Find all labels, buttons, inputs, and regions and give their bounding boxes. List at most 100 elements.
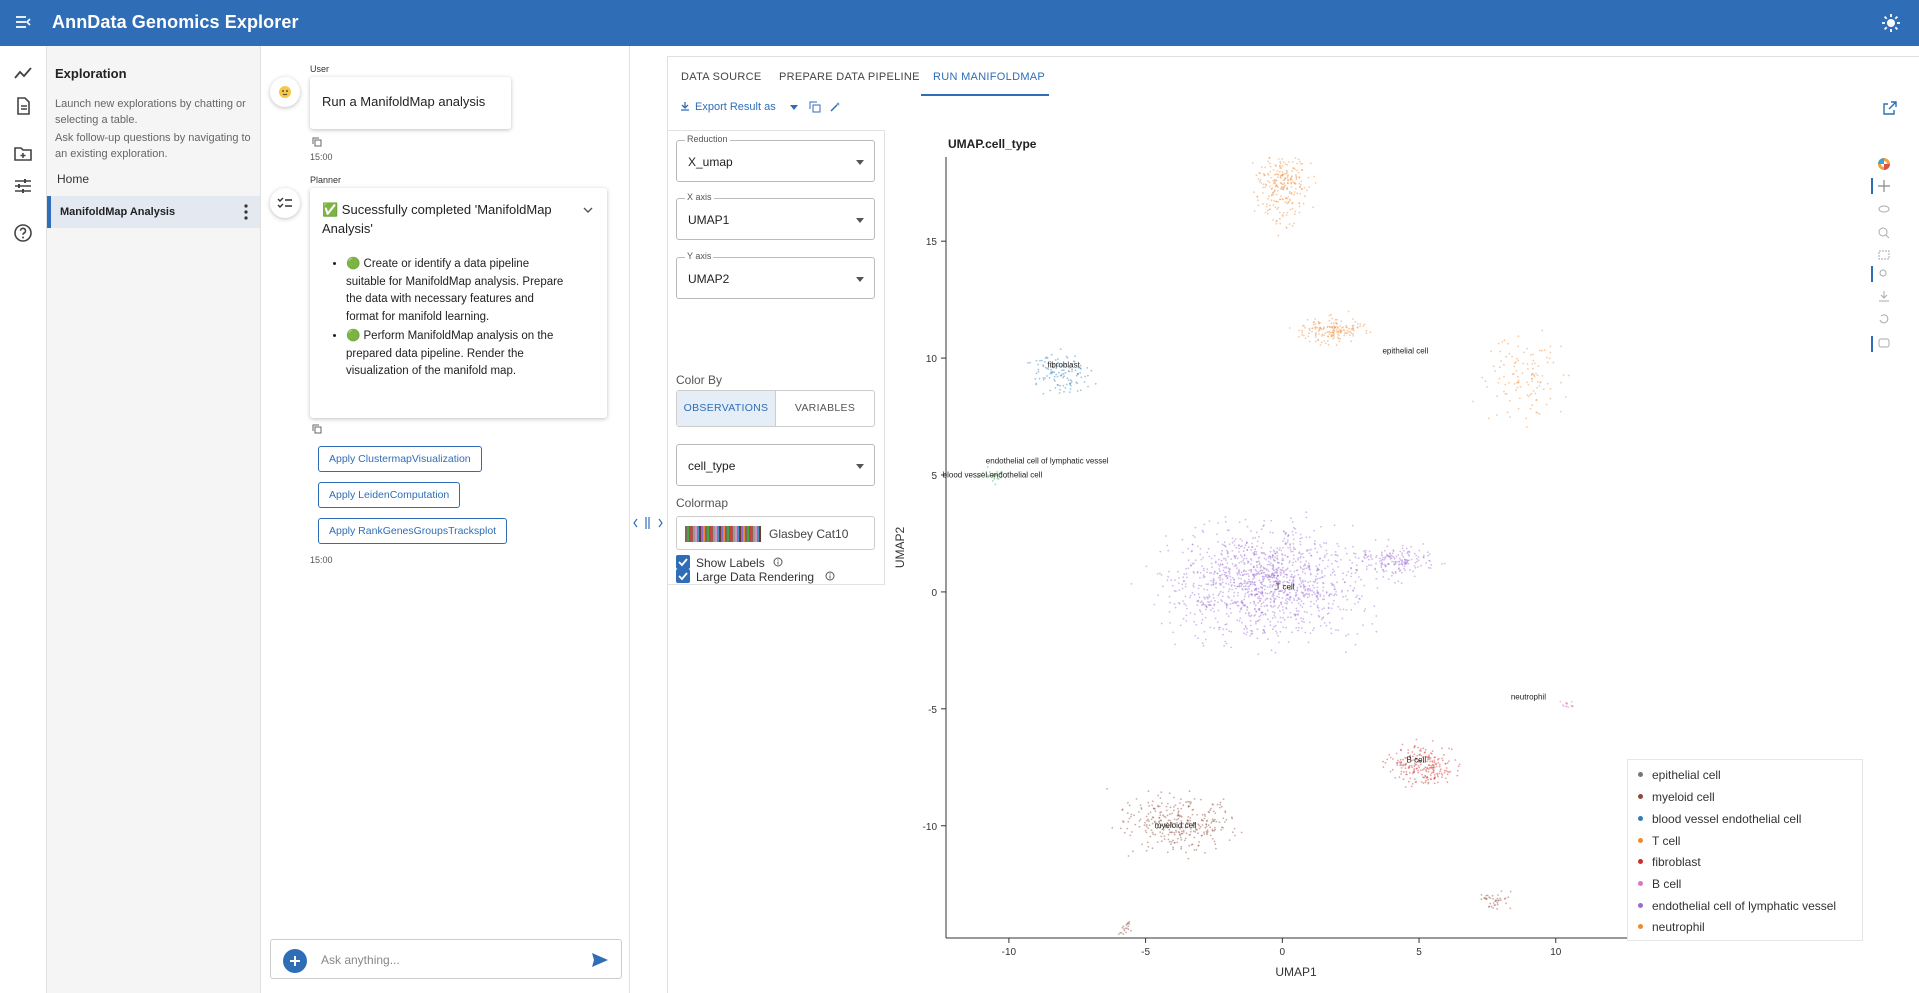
data-point bbox=[1075, 374, 1078, 377]
data-point bbox=[1282, 173, 1285, 176]
sidebar-item-manifoldmap[interactable]: ManifoldMap Analysis bbox=[47, 196, 260, 228]
chevron-down-icon[interactable] bbox=[583, 206, 593, 214]
legend-item[interactable]: myeloid cell bbox=[1638, 787, 1715, 807]
tab-run-manifoldmap[interactable]: RUN MANIFOLDMAP bbox=[933, 71, 1046, 83]
data-point bbox=[1404, 561, 1407, 564]
data-point bbox=[1260, 551, 1263, 554]
panel-resize-handle[interactable] bbox=[632, 516, 664, 530]
box-select-icon[interactable] bbox=[1878, 250, 1890, 260]
color-field-select[interactable]: cell_type bbox=[676, 444, 875, 486]
data-point bbox=[1251, 162, 1254, 164]
y-axis-select[interactable]: Y axis UMAP2 bbox=[676, 251, 875, 299]
data-point bbox=[1207, 824, 1210, 827]
data-point bbox=[1325, 549, 1328, 552]
lasso-icon[interactable] bbox=[1878, 205, 1890, 213]
data-point bbox=[1277, 158, 1280, 160]
data-point bbox=[1305, 536, 1308, 539]
show-labels-checkbox[interactable] bbox=[676, 555, 690, 569]
data-point bbox=[1170, 840, 1173, 843]
bokeh-logo-icon[interactable] bbox=[1878, 158, 1890, 170]
data-point bbox=[1284, 197, 1287, 200]
zoom-icon[interactable] bbox=[1878, 227, 1890, 239]
legend-item[interactable]: T cell bbox=[1638, 831, 1680, 851]
data-point bbox=[1187, 800, 1189, 803]
data-point bbox=[1446, 781, 1449, 784]
data-point bbox=[1180, 825, 1182, 827]
data-point bbox=[1240, 831, 1243, 834]
tab-data-source[interactable]: DATA SOURCE bbox=[681, 71, 762, 83]
data-point bbox=[1498, 899, 1500, 902]
color-by-observations[interactable]: OBSERVATIONS bbox=[677, 391, 776, 426]
data-point bbox=[1203, 831, 1205, 834]
export-dropdown-icon[interactable] bbox=[790, 105, 798, 111]
legend-item[interactable]: neutrophil bbox=[1638, 917, 1705, 937]
data-point bbox=[1295, 626, 1298, 629]
help-icon[interactable] bbox=[13, 223, 33, 243]
apply-leiden-button[interactable]: Apply LeidenComputation bbox=[318, 482, 461, 508]
data-point bbox=[1356, 323, 1359, 325]
data-point bbox=[1279, 187, 1282, 190]
data-point bbox=[1313, 542, 1316, 545]
sidebar-item-home[interactable]: Home bbox=[57, 172, 90, 186]
folder-add-icon[interactable] bbox=[13, 143, 33, 163]
data-point bbox=[1362, 325, 1365, 327]
data-point bbox=[1285, 576, 1288, 579]
data-point bbox=[1262, 629, 1265, 631]
theme-toggle-icon[interactable] bbox=[1881, 13, 1901, 33]
copy-icon[interactable] bbox=[312, 137, 322, 147]
data-point bbox=[1076, 382, 1079, 385]
add-button[interactable] bbox=[283, 949, 307, 973]
info-icon[interactable] bbox=[825, 571, 835, 581]
open-external-icon[interactable] bbox=[1882, 100, 1898, 116]
apply-rankgenes-button[interactable]: Apply RankGenesGroupsTracksplot bbox=[318, 518, 508, 544]
reset-icon[interactable] bbox=[1879, 314, 1889, 324]
chat-input[interactable]: Ask anything... bbox=[270, 939, 622, 979]
data-point bbox=[1571, 705, 1573, 708]
pan-icon[interactable] bbox=[1871, 178, 1890, 194]
legend-item[interactable]: B cell bbox=[1638, 874, 1681, 894]
data-point bbox=[1414, 764, 1417, 766]
data-point bbox=[1169, 806, 1172, 809]
color-by-variables[interactable]: VARIABLES bbox=[794, 402, 856, 414]
document-icon[interactable] bbox=[13, 96, 33, 116]
x-axis-select[interactable]: X axis UMAP1 bbox=[676, 192, 875, 240]
magic-wand-icon[interactable] bbox=[829, 101, 841, 113]
save-icon[interactable] bbox=[1879, 291, 1889, 302]
data-point bbox=[1279, 568, 1282, 571]
more-vertical-icon[interactable] bbox=[244, 204, 248, 220]
legend-item[interactable]: fibroblast bbox=[1638, 852, 1701, 872]
data-point bbox=[1197, 844, 1200, 847]
data-point bbox=[1228, 543, 1231, 546]
data-point bbox=[1123, 928, 1125, 930]
data-point bbox=[1314, 333, 1317, 335]
colormap-select[interactable]: Glasbey Cat10 bbox=[676, 516, 875, 550]
legend-item[interactable]: endothelial cell of lymphatic vessel bbox=[1638, 896, 1836, 916]
hover-icon[interactable] bbox=[1871, 266, 1887, 282]
legend-item[interactable]: blood vessel endothelial cell bbox=[1638, 809, 1801, 829]
data-point bbox=[1364, 549, 1367, 552]
data-point bbox=[1184, 604, 1187, 607]
data-point bbox=[1261, 590, 1264, 593]
hover-tooltip-icon[interactable] bbox=[1871, 336, 1890, 352]
data-point bbox=[1299, 566, 1302, 568]
data-point bbox=[999, 471, 1002, 474]
settings-sliders-icon[interactable] bbox=[13, 176, 33, 196]
legend-item[interactable]: epithelial cell bbox=[1638, 765, 1721, 785]
large-data-checkbox[interactable] bbox=[676, 569, 690, 583]
umap-scatter-plot[interactable]: UMAP.cell_type-10 -5 0 5 10151050-5-10UMAP1U… bbox=[882, 130, 1882, 990]
copy-icon[interactable] bbox=[809, 101, 821, 113]
apply-clustermap-button[interactable]: Apply ClustermapVisualization bbox=[318, 446, 482, 472]
copy-icon[interactable] bbox=[312, 424, 322, 434]
info-icon[interactable] bbox=[773, 557, 783, 567]
reduction-select[interactable]: Reduction X_umap bbox=[676, 134, 875, 182]
data-point bbox=[1201, 613, 1204, 615]
data-point bbox=[1192, 830, 1195, 833]
tab-prepare-data-pipeline[interactable]: PREPARE DATA PIPELINE bbox=[779, 71, 920, 83]
send-icon[interactable] bbox=[591, 951, 609, 969]
data-point bbox=[1263, 625, 1266, 628]
explore-chart-icon[interactable] bbox=[13, 63, 33, 83]
menu-collapse-icon[interactable] bbox=[14, 13, 32, 31]
export-menu-button[interactable]: Export Result as bbox=[680, 101, 776, 113]
data-point bbox=[1375, 562, 1377, 565]
sidebar-description: Launch new explorations by chatting or s… bbox=[55, 98, 246, 126]
